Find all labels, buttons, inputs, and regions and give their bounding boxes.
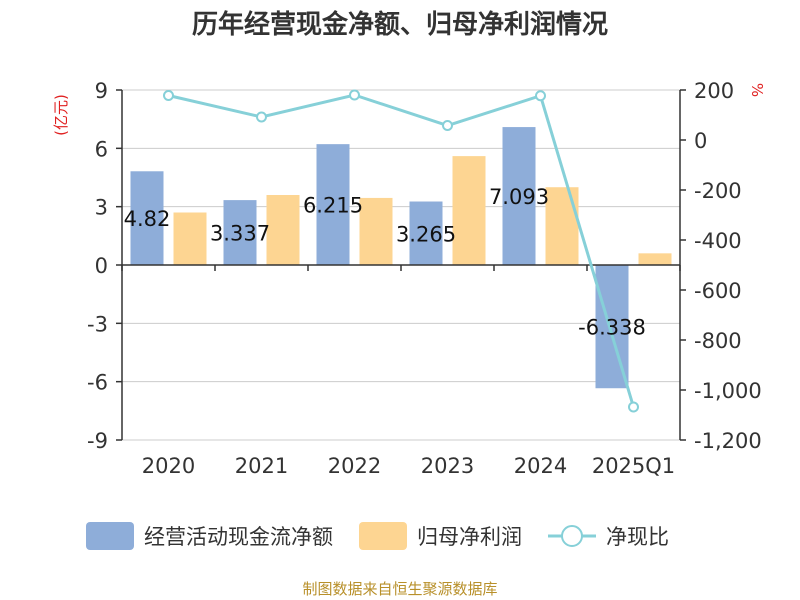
right-tick-label: -1,000 <box>694 379 762 403</box>
data-labels: 4.82 3.337 6.215 3.265 7.093 -6.338 <box>124 185 646 340</box>
legend-label: 归母净利润 <box>417 525 522 549</box>
right-tick-label: -400 <box>694 229 742 253</box>
x-tick-label: 2021 <box>235 454 288 478</box>
axes: 9 6 3 0 -3 -6 -9 200 0 -200 -400 -600 -800 -1,000 -1,2… <box>87 79 762 478</box>
left-tick-label: 9 <box>95 79 108 103</box>
bar-cashflow-2020[interactable] <box>130 171 164 265</box>
ratio-point-2020[interactable] <box>163 90 174 101</box>
ratio-point-2025Q1[interactable] <box>628 401 639 413</box>
bar-cashflow-2022[interactable] <box>316 144 350 265</box>
source-note: 制图数据来自恒生聚源数据库 <box>302 580 497 598</box>
chart-title: 历年经营现金净额、归母净利润情况 <box>192 9 608 40</box>
right-tick-label: -800 <box>694 329 742 353</box>
data-label: 7.093 <box>489 185 549 209</box>
bar-cashflow-2024[interactable] <box>502 127 536 265</box>
ratio-point-2023[interactable] <box>442 120 453 131</box>
left-tick-label: -6 <box>87 371 108 395</box>
right-tick-label: 0 <box>694 129 707 153</box>
left-tick-label: -3 <box>87 312 108 336</box>
data-label: -6.338 <box>578 316 646 340</box>
x-tick-label: 2022 <box>328 454 381 478</box>
bar-cashflow-2021[interactable] <box>223 200 257 265</box>
legend-label: 经营活动现金流净额 <box>144 525 333 549</box>
bar-netprofit-2023[interactable] <box>452 156 486 265</box>
left-tick-label: -9 <box>87 429 108 453</box>
left-axis-unit: (亿元) <box>52 94 70 136</box>
bar-netprofit-2020[interactable] <box>173 212 207 266</box>
right-tick-label: -1,200 <box>694 429 762 453</box>
x-tick-label: 2025Q1 <box>592 454 675 478</box>
data-label: 3.265 <box>396 222 456 246</box>
ratio-line <box>163 89 639 413</box>
bars <box>130 127 672 389</box>
ratio-point-2021[interactable] <box>256 111 267 123</box>
data-label: 6.215 <box>303 194 363 218</box>
data-label: 3.337 <box>210 222 270 246</box>
bar-cashflow-2023[interactable] <box>409 201 443 265</box>
x-tick-label: 2024 <box>514 454 567 478</box>
right-tick-label: -600 <box>694 279 742 303</box>
legend-item-2[interactable]: 净现比 <box>548 525 669 549</box>
legend-label: 净现比 <box>606 525 669 549</box>
bar-netprofit-2022[interactable] <box>359 197 393 265</box>
legend-swatch <box>86 522 134 550</box>
left-tick-label: 0 <box>95 254 108 278</box>
left-tick-label: 6 <box>95 137 108 161</box>
legend-swatch-marker <box>561 525 583 547</box>
x-tick-label: 2023 <box>421 454 474 478</box>
ratio-line-path <box>168 93 635 408</box>
x-tick-label: 2020 <box>142 454 195 478</box>
bar-netprofit-2021[interactable] <box>266 195 300 265</box>
ratio-point-2024[interactable] <box>535 90 546 102</box>
right-axis-unit: % <box>748 83 766 97</box>
bar-netprofit-2025Q1[interactable] <box>638 253 672 265</box>
legend-swatch <box>359 522 407 550</box>
ratio-point-2022[interactable] <box>349 89 360 101</box>
legend-item-0[interactable]: 经营活动现金流净额 <box>86 522 333 550</box>
right-tick-label: 200 <box>694 79 734 103</box>
right-tick-label: -200 <box>694 179 742 203</box>
legend-item-1[interactable]: 归母净利润 <box>359 522 522 550</box>
legend[interactable]: 经营活动现金流净额 归母净利润 净现比 <box>86 522 669 550</box>
left-tick-label: 3 <box>95 196 108 220</box>
bar-netprofit-2024[interactable] <box>545 187 579 265</box>
data-label: 4.82 <box>124 207 171 231</box>
